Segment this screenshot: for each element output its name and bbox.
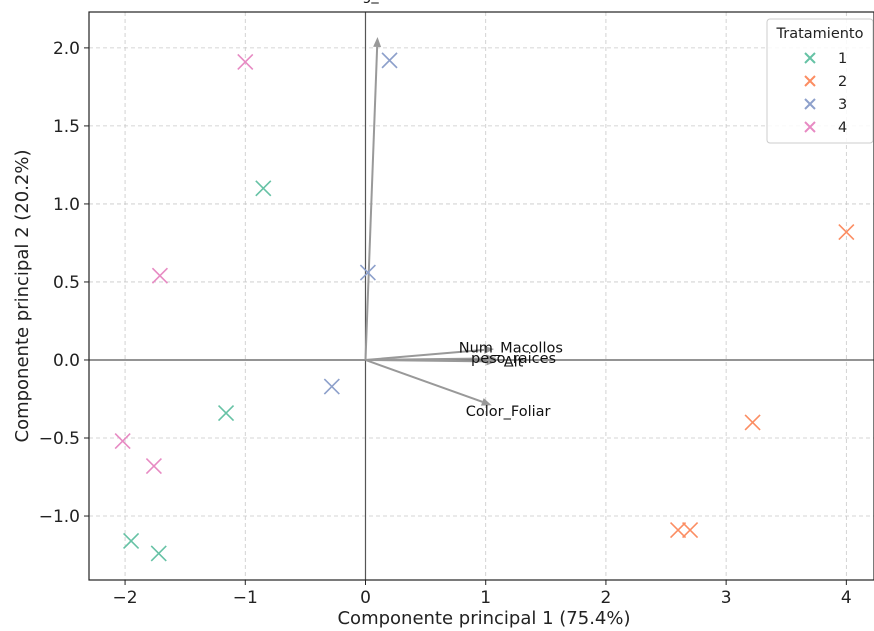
data-points (114, 52, 855, 562)
loading-label: peso_raices (471, 351, 556, 367)
scatter-point-2 (682, 522, 699, 539)
x-tick-label: −1 (233, 588, 258, 608)
y-tick-label: 1.5 (53, 117, 80, 137)
scatter-point-4 (114, 433, 131, 450)
legend-marker-3 (804, 98, 816, 110)
legend-marker-2 (804, 75, 816, 87)
axis-ticks: −2 −1 0 1 2 3 4 −1.0 −0.5 0.0 0.5 1.0 1.5 2.0 (39, 39, 852, 608)
x-axis-title: Componente principal 1 (75.4%) (337, 608, 630, 629)
loading-label: Long_raices (336, 0, 422, 4)
scatter-point-2 (838, 223, 855, 241)
legend[interactable]: Tratamiento 1 2 3 4 (766, 18, 874, 144)
loading-label: Alt (504, 355, 524, 371)
loading-arrow-shaft (365, 348, 485, 361)
legend-label-2: 2 (838, 74, 847, 90)
loading-arrow-head (373, 36, 382, 48)
y-tick-label: 1.0 (53, 195, 80, 215)
loading-arrow-shaft (364, 46, 379, 361)
grid (89, 12, 874, 580)
scatter-point-4 (145, 458, 162, 475)
loading-arrow-shaft (365, 359, 483, 403)
scatter-point-2 (744, 414, 761, 431)
loading-arrows (364, 36, 497, 406)
legend-title: Tratamiento (776, 26, 864, 42)
scatter-point-1 (123, 532, 140, 550)
legend-label-1: 1 (838, 51, 847, 67)
scatter-point-2 (669, 522, 687, 539)
y-tick-label: 0.0 (53, 351, 80, 371)
y-tick-label: 2.0 (53, 39, 80, 59)
scatter-point-3 (359, 264, 376, 281)
loading-arrow-shaft (365, 358, 487, 363)
loading-arrow-head (483, 345, 495, 354)
legend-label-3: 3 (838, 97, 847, 113)
scatter-point-4 (237, 53, 254, 70)
legend-items: 1 2 3 4 (804, 51, 847, 136)
x-tick-label: −2 (113, 588, 138, 608)
scatter-point-4 (151, 267, 168, 284)
x-tick-label: 0 (360, 588, 371, 608)
y-axis-title: Componente principal 2 (20.2%) (12, 149, 33, 442)
y-tick-label: −0.5 (39, 429, 80, 449)
y-tick-label: −1.0 (39, 507, 80, 527)
y-tick-label: 0.5 (53, 273, 80, 293)
reference-lines (89, 12, 874, 580)
loading-arrow-head (486, 357, 497, 366)
scatter-point-1 (150, 545, 167, 562)
scatter-point-3 (381, 52, 398, 69)
legend-marker-4 (804, 121, 816, 133)
loading-label: Color_Foliar (466, 404, 551, 420)
scatter-point-1 (255, 180, 272, 197)
scatter-point-1 (217, 404, 235, 422)
legend-box (766, 18, 874, 144)
x-tick-label: 3 (721, 588, 732, 608)
loading-arrow-head (480, 398, 492, 406)
loading-label: Num_Macollos (459, 341, 563, 357)
scatter-point-3 (323, 378, 340, 395)
x-tick-label: 1 (480, 588, 491, 608)
plot-frame (88, 11, 874, 581)
x-tick-label: 4 (841, 588, 852, 608)
x-tick-label: 2 (601, 588, 612, 608)
legend-marker-1 (804, 52, 816, 64)
legend-label-4: 4 (838, 120, 847, 136)
